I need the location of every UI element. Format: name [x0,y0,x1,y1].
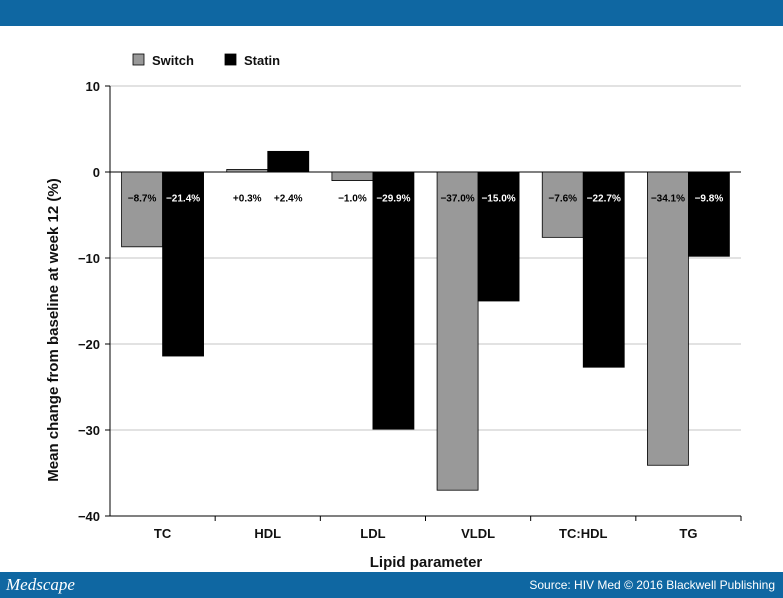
y-tick-label: −10 [78,251,100,266]
data-label: −8.7% [128,193,157,204]
bar-statin-ldl [372,171,415,430]
source-credit: Source: HIV Med © 2016 Blackwell Publish… [529,578,775,592]
medscape-logo: Medscape [6,575,75,594]
bar-statin-tc-hdl [582,171,625,368]
data-label: −7.6% [548,193,577,204]
x-category-label: TG [679,526,697,541]
bar-statin-tg [688,171,730,257]
y-tick-label: −30 [78,423,100,438]
bar-chart: −8.7% −21.4% +0.3% +2.4% −1.0% −29.9% −37.0% −1… [45,53,742,571]
legend-label-switch: Switch [152,53,194,68]
bar-switch-ldl [331,171,374,181]
data-label: −21.4% [166,193,200,204]
data-labels: −8.7% −21.4% +0.3% +2.4% −1.0% −29.9% −37.0% −1… [128,193,724,204]
header-bar [0,0,783,26]
y-tick-label: 10 [86,79,100,94]
legend-swatch-statin [224,53,237,66]
x-category-label: LDL [360,526,385,541]
x-category-labels: TC HDL LDL VLDL TC:HDL TG [154,526,698,541]
y-tick-labels: 10 0 −10 −20 −30 −40 [78,79,100,524]
data-label: +0.3% [233,193,262,204]
data-label: −1.0% [338,193,367,204]
x-category-label: TC [154,526,172,541]
data-label: −37.0% [440,193,474,204]
y-tick-label: −20 [78,337,100,352]
bar-switch-hdl [226,169,269,173]
footer-bar: Medscape Source: HIV Med © 2016 Blackwel… [0,572,783,598]
legend: Switch Statin [132,53,280,68]
data-label: −15.0% [481,193,515,204]
bar-switch-tc-hdl [541,171,584,238]
y-tick-label: −40 [78,509,100,524]
axes [109,86,742,521]
y-axis-title: Mean change from baseline at week 12 (%) [45,178,62,481]
bar-switch-vldl [436,171,479,491]
bar-statin-hdl [267,150,310,173]
legend-swatch-switch [132,53,145,66]
legend-label-statin: Statin [244,53,280,68]
bar-switch-tg [647,171,689,466]
bar-switch-tc [121,171,163,248]
data-label: +2.4% [274,193,303,204]
x-category-label: TC:HDL [559,526,607,541]
x-axis-title: Lipid parameter [370,554,483,571]
data-label: −9.8% [695,193,724,204]
y-tick-label: 0 [93,165,100,180]
bars [121,150,730,491]
data-label: −34.1% [651,193,685,204]
data-label: −29.9% [376,193,410,204]
data-label: −22.7% [587,193,621,204]
bar-statin-tc [162,171,204,357]
x-category-label: HDL [254,526,281,541]
bar-statin-vldl [477,171,520,302]
x-category-label: VLDL [461,526,495,541]
